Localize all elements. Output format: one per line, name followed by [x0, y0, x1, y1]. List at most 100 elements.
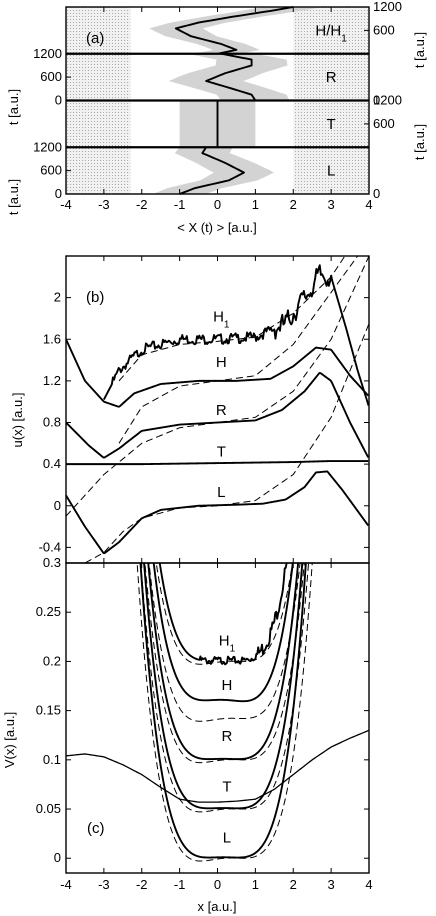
panel-b-ytick-label-0: -0.4 — [39, 539, 61, 554]
panel-a-mean-R — [205, 52, 257, 102]
panel-a-band-H/H_1 — [149, 7, 324, 54]
panel-c-dashed-T — [140, 563, 310, 813]
panel-c-curves — [66, 563, 369, 862]
panel-c-xtick-label-1: -3 — [98, 877, 110, 892]
panel-b-label-H_1: H1 — [213, 308, 230, 330]
panel-a-ylabel-right-upper: t [a.u.] — [412, 32, 427, 68]
panel-c-potential: H1 H R T L -4 -3 -2 -1 0 1 2 3 4 0 0.05 0.1 0.15 0.2 0.25 0.… — [2, 555, 373, 914]
panel-a-ltick-label: 1200 — [33, 46, 62, 61]
panel-c-ytick-label-0: 0 — [54, 850, 61, 865]
panel-c-solid-T — [143, 563, 304, 810]
panel-c-solid-R — [147, 563, 300, 761]
panel-a-label-T: T — [327, 116, 336, 133]
panel-b-label-R: R — [216, 402, 227, 419]
panel-c-xtick-label-5: 1 — [252, 877, 259, 892]
panel-b-ytick-label-2: 0.4 — [43, 456, 61, 471]
panel-c-xtick-label-0: -4 — [60, 877, 72, 892]
panel-b-ytick-label-3: 0.8 — [43, 415, 61, 430]
panel-a-rtick-label: 600 — [373, 22, 395, 37]
panel-a-ylabel-upper: t [a.u.] — [6, 89, 21, 125]
panel-b-dashed-H_1 — [118, 256, 346, 382]
panel-b-ylabel: u(x) [a.u.] — [10, 393, 25, 448]
panel-c-solid-H — [152, 563, 294, 703]
panel-a-xtick-label-4: 0 — [214, 197, 221, 212]
panel-a-ltick-label: 600 — [40, 69, 62, 84]
panel-b-solid-H_1 — [103, 264, 369, 406]
panel-a-rtick-label: 600 — [373, 116, 395, 131]
panel-c-ytick-label-3: 0.15 — [36, 703, 61, 718]
panel-a-ltick-label: 1200 — [33, 139, 62, 154]
panel-a-xtick-label-2: -2 — [136, 197, 148, 212]
panel-c-dashed-L — [136, 563, 313, 862]
panel-a-mean-H/H_1 — [174, 6, 294, 55]
panel-c-dashed-H — [148, 563, 301, 722]
panel-c-solid-L — [139, 563, 307, 859]
panel-c-xtick-label-8: 4 — [365, 877, 372, 892]
panel-a-letter: (a) — [86, 30, 104, 47]
panel-c-xlabel: x [a.u.] — [197, 899, 236, 914]
panel-a-label-R: R — [326, 69, 337, 86]
panel-a-xlabel: < X (t) > [a.u.] — [177, 220, 256, 235]
panel-b-ytick-label-6: 2 — [54, 290, 61, 305]
panel-c-solid-H_1 — [158, 563, 288, 666]
panel-c-label-T: T — [222, 778, 231, 795]
panel-c-label-H_1: H1 — [219, 633, 236, 655]
panel-c-ytick-label-6: 0.3 — [43, 555, 61, 570]
panel-a-ylabel-lower: t [a.u.] — [6, 179, 21, 215]
panel-a-mean-L — [179, 146, 245, 195]
panel-a-ltick-label: 0 — [55, 186, 62, 201]
panel-a-rtick-label: 1200 — [373, 93, 402, 108]
panel-c-dashed-R — [144, 563, 305, 764]
panel-b-solid-H — [66, 338, 369, 408]
panel-b-label-T: T — [217, 444, 226, 461]
panel-c-label-R: R — [222, 728, 233, 745]
panel-c-xtick-label-6: 2 — [290, 877, 297, 892]
panel-a-ltick-label: 600 — [40, 163, 62, 178]
panel-c-frame — [65, 562, 370, 874]
panel-b-ytick-label-1: 0 — [54, 498, 61, 513]
panel-a-xtick-label-5: 1 — [252, 197, 259, 212]
panel-b-solid-R — [66, 372, 369, 459]
panel-c-ytick-label-5: 0.25 — [36, 604, 61, 619]
panel-c-dashed-H_1 — [155, 563, 294, 665]
panel-b-ytick-label-5: 1.6 — [43, 331, 61, 346]
panel-a-ylabel-right-lower: t [a.u.] — [412, 124, 427, 160]
panel-c-ytick-label-1: 0.05 — [36, 801, 61, 816]
panel-a-xtick-label-3: -1 — [174, 197, 186, 212]
panel-c-xtick-label-3: -1 — [174, 877, 186, 892]
panel-a-rtick-label: 0 — [373, 186, 380, 201]
panel-a-rtick-label: 1200 — [373, 0, 402, 14]
panel-c-xtick-label-7: 3 — [328, 877, 335, 892]
panel-c-ytick-label-2: 0.1 — [43, 752, 61, 767]
panel-b-ytick-label-4: 1.2 — [43, 373, 61, 388]
panel-c-ytick-label-4: 0.2 — [43, 653, 61, 668]
panel-b-solid-L — [66, 470, 369, 555]
panel-c-letter: (c) — [87, 820, 105, 837]
panel-c-label-L: L — [223, 830, 231, 847]
panel-c-label-H: H — [222, 677, 233, 694]
panel-b-dashed-H — [118, 256, 359, 444]
panel-b-displacement: H1 H R T L -0.4 0 0.4 0.8 1.2 1.6 2 (b) u(x) [a.u.] — [10, 255, 370, 564]
panel-c-ylabel: V(x) [a.u.] — [2, 712, 17, 768]
panel-a-xtick-label-1: -3 — [98, 197, 110, 212]
panel-c-xtick-label-4: 0 — [214, 877, 221, 892]
panel-a-label-H/H_1: H/H1 — [315, 22, 347, 44]
panel-a-band-L — [153, 147, 274, 194]
panel-a-xtick-label-6: 2 — [290, 197, 297, 212]
panel-a-rtick-label: 0 — [373, 93, 380, 108]
panel-c-wide-well — [66, 729, 369, 803]
panel-b-solid-T — [66, 460, 369, 466]
panel-b-letter: (b) — [86, 289, 104, 306]
panel-b-curves — [66, 256, 369, 563]
panel-a-ltick-label: 0 — [55, 93, 62, 108]
panel-a-frame — [65, 6, 370, 195]
panel-c-xtick-label-2: -2 — [136, 877, 148, 892]
panel-a-xtick-label-8: 4 — [365, 197, 372, 212]
panel-a-band-R — [168, 53, 290, 101]
panel-a-xtick-label-7: 3 — [328, 197, 335, 212]
panel-a-label-L: L — [327, 163, 335, 180]
panel-b-label-L: L — [217, 484, 225, 501]
panel-b-label-H: H — [216, 354, 227, 371]
